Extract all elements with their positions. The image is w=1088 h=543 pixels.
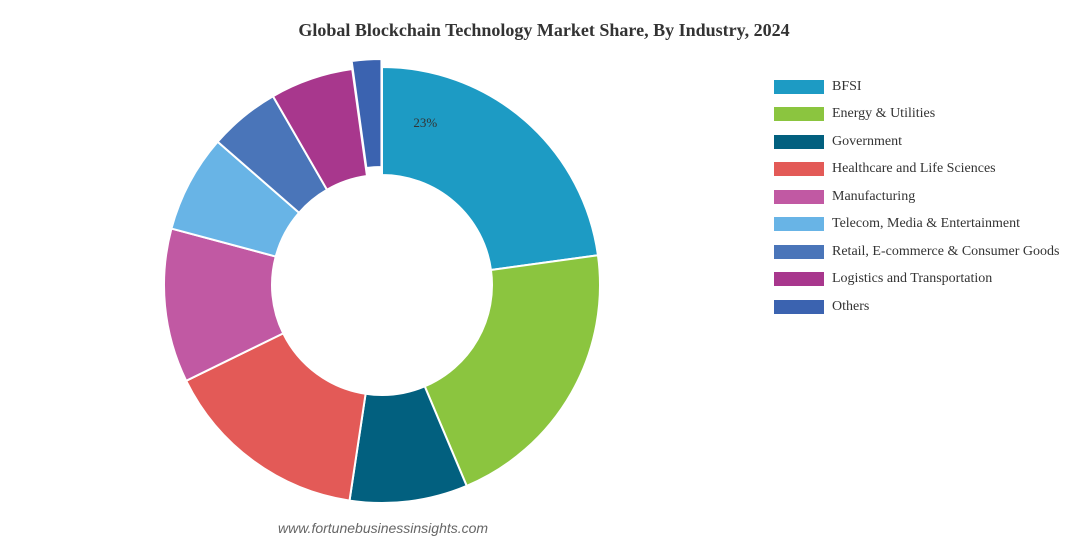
legend-item-1[interactable]: Energy & Utilities [774, 101, 1059, 129]
legend-swatch [774, 107, 824, 122]
legend-item-0[interactable]: BFSI [774, 73, 1059, 101]
legend-swatch [774, 134, 824, 149]
legend-label: Energy & Utilities [832, 106, 936, 122]
legend-swatch [774, 244, 824, 259]
donut-slice-3[interactable] [184, 332, 367, 502]
legend-label: Logistics and Transportation [832, 271, 993, 287]
legend-label: Healthcare and Life Sciences [832, 161, 996, 177]
data-labels: 23% [413, 115, 437, 130]
legend-item-5[interactable]: Telecom, Media & Entertainment [774, 211, 1059, 239]
legend-swatch [774, 217, 824, 232]
legend: BFSI Energy & Utilities Government Healthca… [774, 73, 1059, 321]
chart-title: Global Blockchain Technology Market Shar… [298, 20, 790, 40]
legend-item-6[interactable]: Retail, E-commerce & Consumer Goods [774, 238, 1059, 266]
legend-swatch [774, 299, 824, 314]
legend-label: Others [832, 298, 870, 314]
donut-slice-1[interactable] [423, 254, 601, 488]
legend-label: BFSI [832, 78, 862, 94]
watermark: www.fortunebusinessinsights.com [278, 520, 489, 536]
legend-item-8[interactable]: Others [774, 293, 1059, 321]
legend-swatch [774, 162, 824, 177]
legend-item-4[interactable]: Manufacturing [774, 183, 1059, 211]
donut-slice-0[interactable] [381, 65, 600, 272]
legend-label: Government [832, 133, 902, 149]
legend-item-3[interactable]: Healthcare and Life Sciences [774, 156, 1059, 184]
legend-label: Manufacturing [832, 188, 916, 204]
legend-item-7[interactable]: Logistics and Transportation [774, 266, 1059, 294]
legend-swatch [774, 79, 824, 94]
donut-slice-8[interactable] [350, 58, 383, 170]
legend-item-2[interactable]: Government [774, 128, 1059, 156]
legend-label: Retail, E-commerce & Consumer Goods [832, 243, 1060, 259]
legend-swatch [774, 189, 824, 204]
donut-slices [163, 58, 601, 504]
data-label-0: 23% [413, 115, 437, 130]
legend-label: Telecom, Media & Entertainment [832, 216, 1020, 232]
legend-swatch [774, 272, 824, 287]
